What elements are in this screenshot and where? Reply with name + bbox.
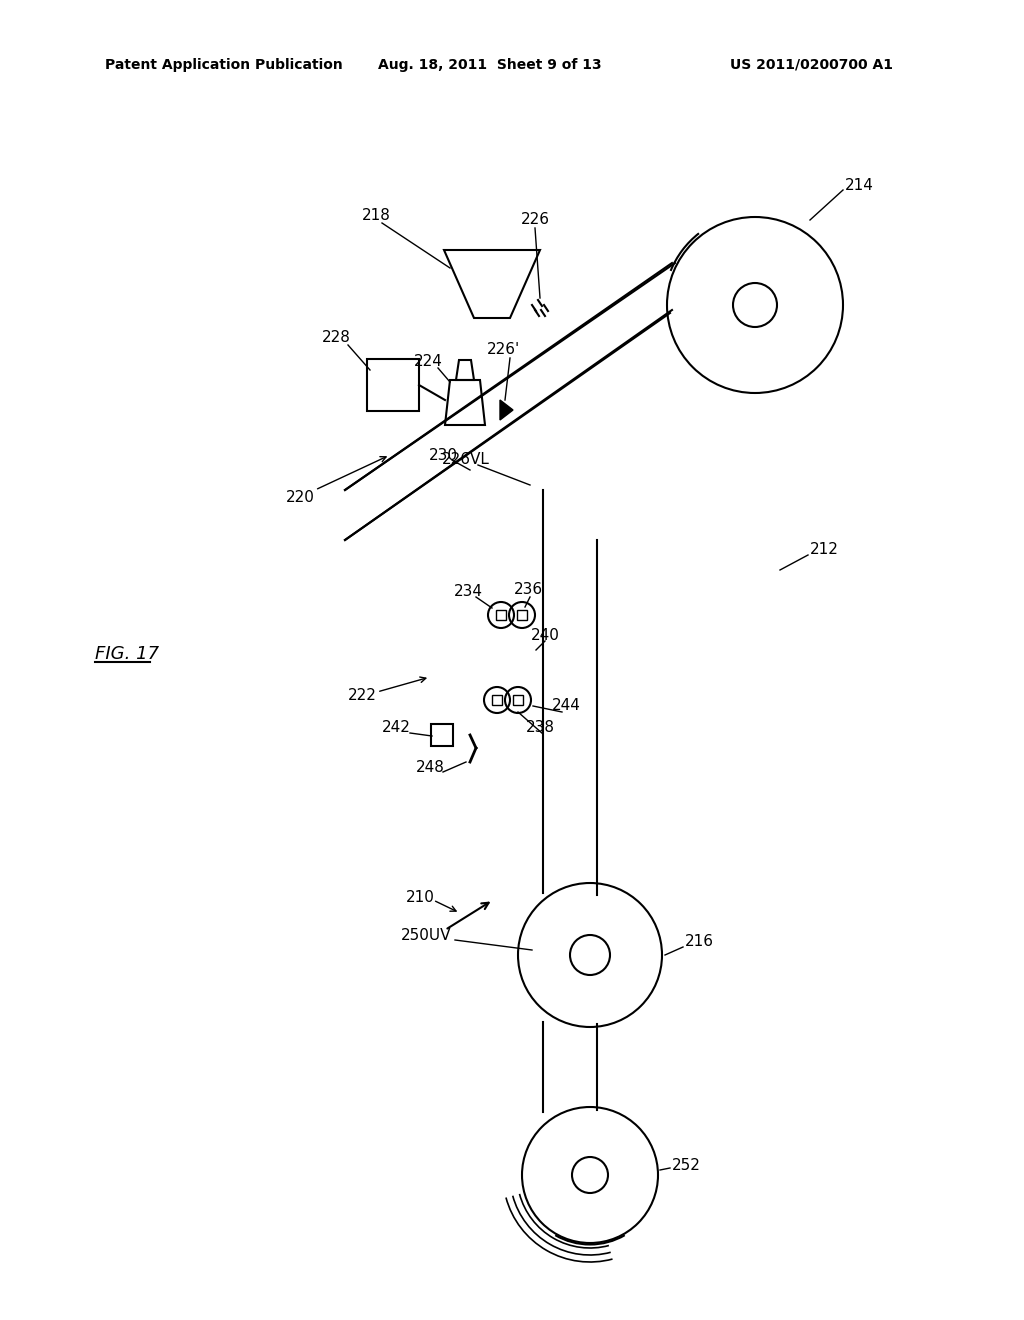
Text: 210: 210 xyxy=(406,891,434,906)
Text: 244: 244 xyxy=(552,698,581,714)
Text: 218: 218 xyxy=(361,207,390,223)
Text: 250UV: 250UV xyxy=(400,928,452,942)
Text: Aug. 18, 2011  Sheet 9 of 13: Aug. 18, 2011 Sheet 9 of 13 xyxy=(378,58,602,73)
Text: 248: 248 xyxy=(416,760,444,776)
Text: 236: 236 xyxy=(513,582,543,598)
Bar xyxy=(496,610,506,620)
Text: 216: 216 xyxy=(685,935,714,949)
Text: 240: 240 xyxy=(530,627,559,643)
Text: 238: 238 xyxy=(525,721,555,735)
Text: 220: 220 xyxy=(286,491,314,506)
Text: 226VL: 226VL xyxy=(442,453,489,467)
Text: 226: 226 xyxy=(520,213,550,227)
Polygon shape xyxy=(500,400,513,420)
Text: 224: 224 xyxy=(414,355,442,370)
Text: FIG. 17: FIG. 17 xyxy=(95,645,159,663)
Text: 234: 234 xyxy=(454,585,482,599)
Text: 230: 230 xyxy=(428,447,458,462)
Bar xyxy=(492,696,502,705)
Bar xyxy=(513,696,523,705)
Text: 228: 228 xyxy=(322,330,350,346)
Bar xyxy=(517,610,527,620)
Bar xyxy=(431,723,453,746)
Bar xyxy=(367,359,419,411)
Text: 212: 212 xyxy=(810,543,839,557)
Text: 222: 222 xyxy=(347,688,377,702)
Text: 214: 214 xyxy=(845,177,873,193)
Text: US 2011/0200700 A1: US 2011/0200700 A1 xyxy=(730,58,893,73)
Text: 226': 226' xyxy=(486,342,519,358)
Text: Patent Application Publication: Patent Application Publication xyxy=(105,58,343,73)
Text: 252: 252 xyxy=(672,1158,700,1172)
Text: 242: 242 xyxy=(382,721,411,735)
